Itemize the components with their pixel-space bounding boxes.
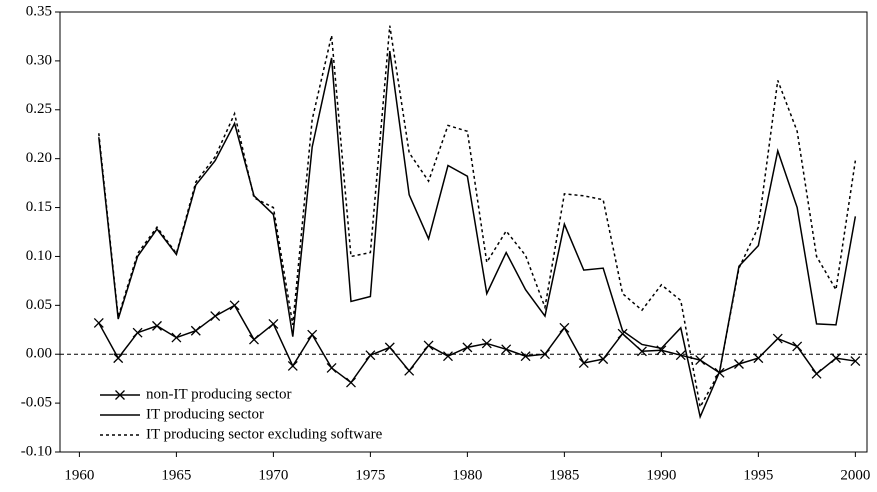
- series-line: [98, 25, 857, 410]
- marker: [559, 322, 570, 333]
- marker: [443, 351, 453, 362]
- y-tick-label: 0.35: [26, 3, 52, 19]
- x-tick-label: 2000: [840, 467, 870, 483]
- marker: [578, 358, 589, 368]
- marker: [249, 334, 259, 345]
- marker: [93, 317, 104, 328]
- series-line: [98, 304, 856, 384]
- marker: [268, 318, 279, 329]
- marker: [501, 344, 512, 355]
- marker: [287, 360, 298, 371]
- legend-marker: [115, 390, 125, 400]
- marker: [384, 342, 395, 353]
- y-tick-label: 0.30: [26, 52, 52, 68]
- marker: [132, 327, 143, 338]
- marker: [326, 362, 337, 373]
- plot-frame: [59, 11, 868, 453]
- marker: [520, 351, 531, 362]
- marker: [772, 333, 783, 344]
- legend-label: IT producing sector excluding software: [146, 426, 383, 442]
- marker: [850, 356, 861, 367]
- y-tick-label: 0.05: [26, 297, 52, 313]
- x-tick-label: 1980: [452, 467, 482, 483]
- y-tick-label: -0.05: [21, 395, 52, 411]
- marker: [753, 353, 764, 364]
- marker: [617, 328, 628, 339]
- marker: [695, 355, 706, 366]
- marker: [365, 350, 376, 361]
- marker: [540, 349, 550, 360]
- marker: [831, 353, 841, 364]
- marker: [423, 340, 434, 351]
- x-tick-label: 1960: [64, 467, 94, 483]
- y-tick-label: 0.00: [26, 346, 52, 362]
- marker: [152, 320, 162, 331]
- y-tick-label: 0.20: [26, 150, 52, 166]
- y-tick-label: 0.10: [26, 248, 52, 264]
- marker: [210, 311, 221, 322]
- marker: [598, 354, 609, 365]
- marker: [675, 350, 686, 361]
- x-tick-label: 1995: [743, 467, 773, 483]
- x-tick-label: 1970: [258, 467, 288, 483]
- marker: [190, 325, 201, 336]
- marker: [637, 346, 647, 357]
- marker: [734, 359, 744, 369]
- legend-label: non-IT producing sector: [146, 386, 292, 402]
- x-tick-label: 1985: [549, 467, 579, 483]
- marker: [792, 341, 803, 352]
- marker: [481, 338, 492, 349]
- y-tick-label: 0.25: [26, 101, 52, 117]
- legend-label: IT producing sector: [146, 406, 264, 422]
- marker: [171, 332, 182, 343]
- x-tick-label: 1975: [355, 467, 385, 483]
- marker: [811, 368, 822, 379]
- y-tick-label: 0.15: [26, 199, 52, 215]
- marker: [346, 377, 356, 388]
- marker: [307, 329, 318, 340]
- marker: [113, 353, 124, 364]
- x-tick-label: 1990: [646, 467, 676, 483]
- marker: [462, 342, 473, 353]
- marker: [404, 365, 415, 376]
- y-tick-label: -0.10: [21, 443, 52, 459]
- marker: [229, 300, 240, 311]
- x-tick-label: 1965: [161, 467, 191, 483]
